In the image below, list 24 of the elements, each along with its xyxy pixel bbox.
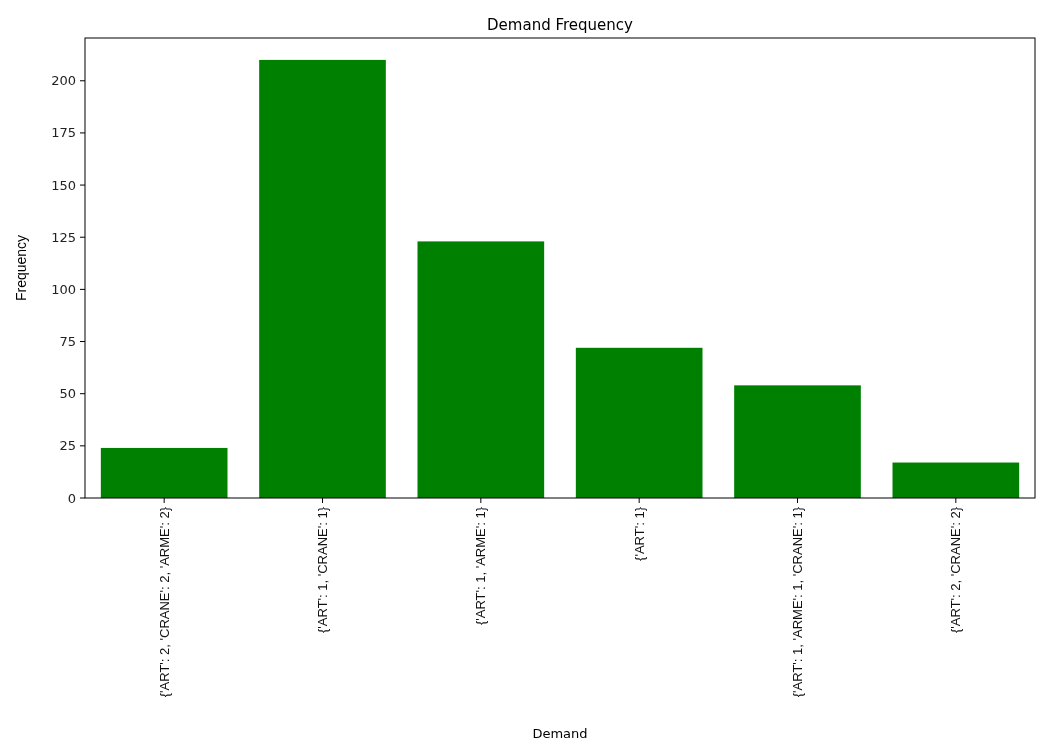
bar bbox=[575, 347, 703, 498]
x-tick-label: {'ART': 1, 'ARME': 1, 'CRANE': 1} bbox=[790, 506, 806, 698]
y-tick-label: 75 bbox=[59, 334, 76, 350]
y-tick-label: 100 bbox=[51, 281, 76, 297]
bar bbox=[734, 385, 861, 498]
x-tick-label: {'ART': 2, 'CRANE': 2, 'ARME': 2} bbox=[156, 506, 172, 698]
x-tick-label: {'ART': 2, 'CRANE': 2} bbox=[948, 506, 964, 634]
chart-title: Demand Frequency bbox=[487, 16, 634, 34]
y-tick-label: 150 bbox=[51, 177, 76, 193]
bar bbox=[417, 241, 545, 498]
y-tick-label: 200 bbox=[51, 73, 76, 89]
x-tick-label: {'ART': 1, 'CRANE': 1} bbox=[315, 506, 331, 634]
y-axis-title: Frequency bbox=[13, 234, 29, 302]
x-axis-title: Demand bbox=[532, 726, 588, 741]
bar bbox=[100, 447, 228, 498]
bar bbox=[892, 462, 1020, 498]
y-tick-label: 0 bbox=[67, 490, 76, 506]
bar bbox=[259, 59, 386, 498]
y-tick-label: 125 bbox=[51, 229, 76, 245]
y-tick-label: 25 bbox=[59, 438, 76, 454]
y-tick-label: 175 bbox=[51, 125, 76, 141]
y-tick-label: 50 bbox=[59, 386, 76, 402]
x-tick-label: {'ART': 1, 'ARME': 1} bbox=[473, 506, 489, 626]
x-tick-label: {'ART': 1} bbox=[631, 506, 647, 561]
